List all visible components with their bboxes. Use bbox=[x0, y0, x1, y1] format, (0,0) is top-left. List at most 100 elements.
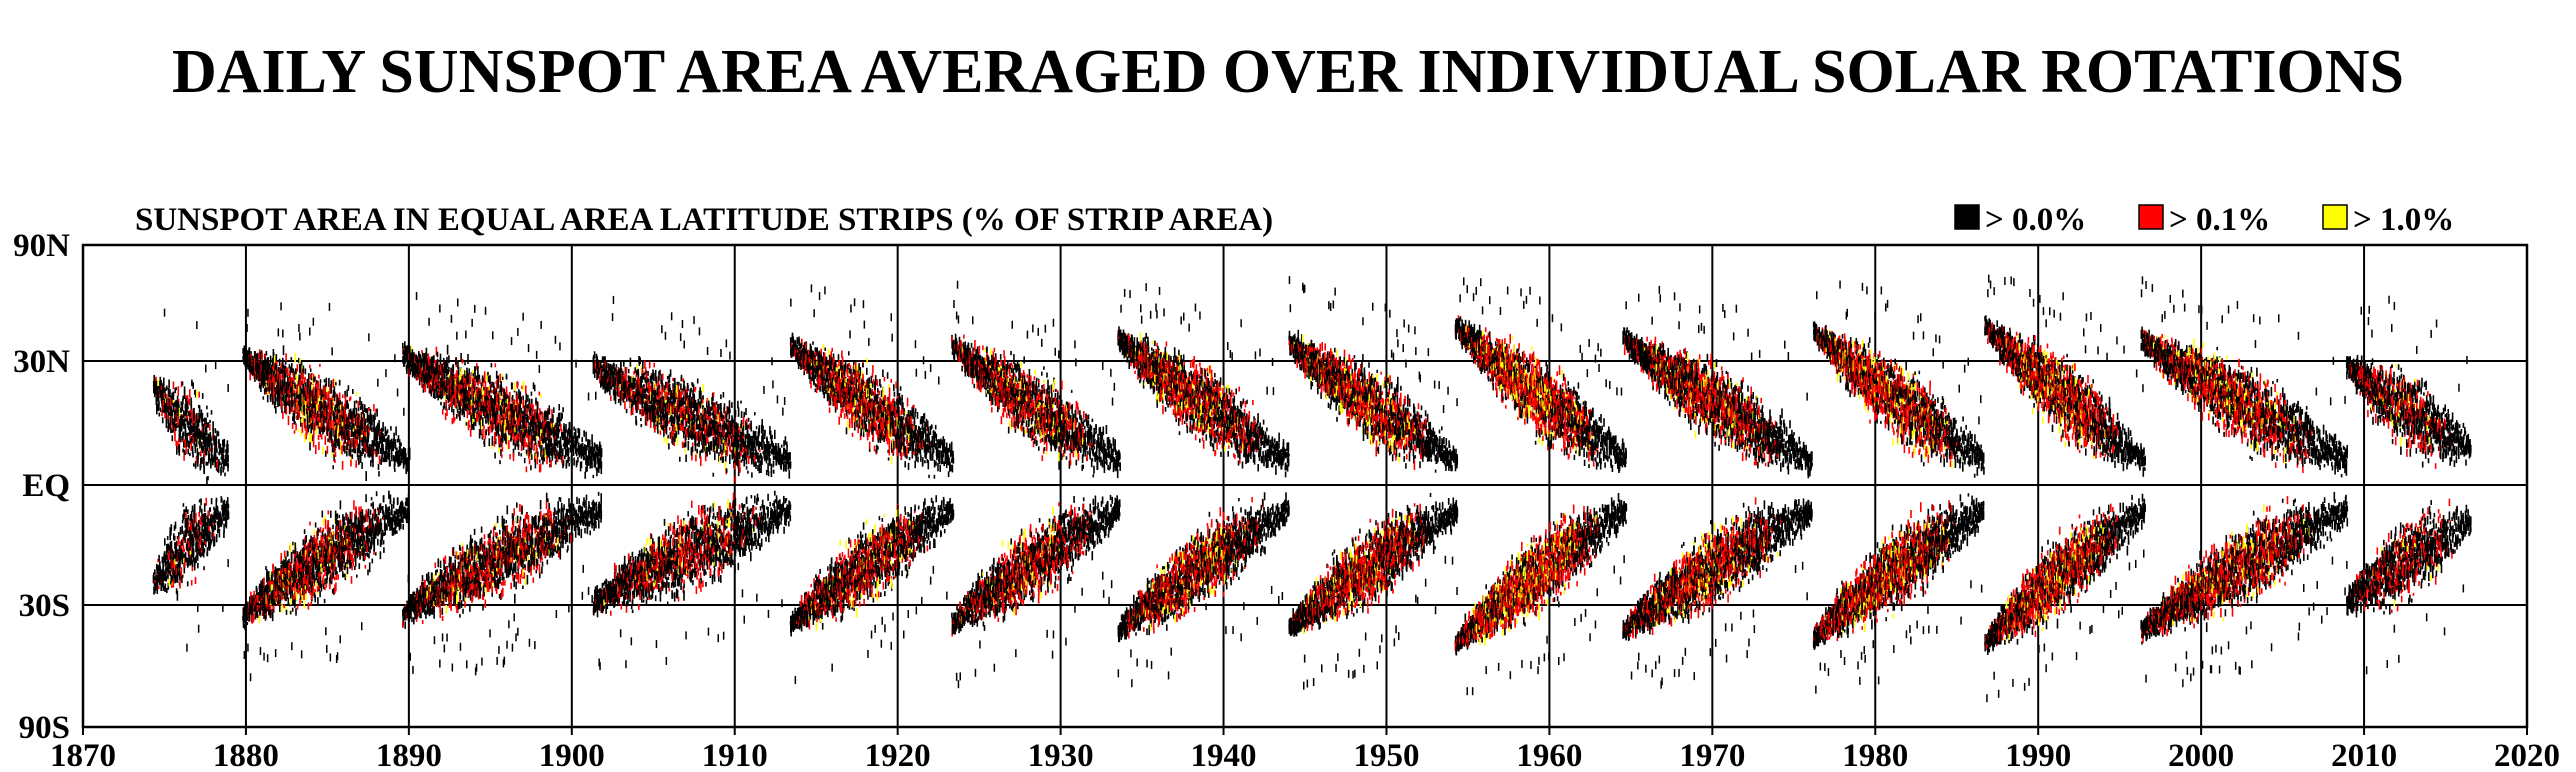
spot-mark bbox=[187, 581, 189, 586]
spot-mark bbox=[196, 522, 198, 530]
spot-mark bbox=[197, 460, 199, 463]
spot-mark bbox=[197, 604, 199, 612]
spot-mark bbox=[201, 432, 203, 440]
spot-mark bbox=[192, 506, 194, 512]
spot-mark bbox=[198, 392, 200, 398]
spot-mark bbox=[173, 568, 175, 577]
spot-mark bbox=[188, 399, 190, 406]
spot-mark bbox=[165, 584, 167, 590]
spot-mark bbox=[194, 557, 196, 563]
spot-mark bbox=[174, 536, 176, 540]
spot-mark bbox=[158, 395, 160, 399]
spot-mark bbox=[166, 419, 168, 428]
spot-mark bbox=[168, 380, 170, 389]
spot-mark bbox=[198, 625, 200, 633]
spot-mark bbox=[160, 408, 162, 413]
spot-mark bbox=[166, 544, 168, 550]
spot-mark bbox=[210, 432, 212, 437]
spot-mark bbox=[195, 513, 197, 523]
spot-mark bbox=[188, 433, 190, 436]
spot-mark bbox=[199, 499, 201, 502]
spot-mark bbox=[193, 412, 195, 421]
spot-mark bbox=[199, 429, 201, 438]
legend-label: > 0.0% bbox=[1985, 202, 2086, 238]
spot-mark bbox=[178, 439, 180, 443]
spot-mark bbox=[196, 543, 198, 549]
spot-mark bbox=[206, 428, 208, 435]
spot-mark bbox=[198, 520, 200, 527]
spot-mark bbox=[196, 321, 198, 329]
spot-mark bbox=[199, 541, 201, 548]
spot-mark bbox=[211, 443, 213, 453]
spot-mark bbox=[182, 396, 184, 400]
spot-mark bbox=[197, 448, 199, 457]
spot-mark bbox=[166, 576, 168, 581]
spot-mark bbox=[166, 588, 168, 593]
spot-mark bbox=[188, 524, 190, 530]
legend-swatch bbox=[2323, 205, 2347, 229]
spot-mark bbox=[181, 567, 183, 572]
spot-mark bbox=[154, 569, 156, 574]
spot-mark bbox=[195, 577, 197, 584]
spot-mark bbox=[164, 538, 166, 545]
spot-mark bbox=[200, 465, 202, 468]
spot-mark bbox=[174, 422, 176, 428]
spot-mark bbox=[198, 452, 200, 455]
chart-title: DAILY SUNSPOT AREA AVERAGED OVER INDIVID… bbox=[172, 38, 2404, 106]
spot-mark bbox=[199, 440, 201, 449]
spot-mark bbox=[155, 584, 157, 591]
spot-mark bbox=[203, 426, 205, 431]
spot-mark bbox=[189, 389, 191, 398]
spot-mark bbox=[168, 579, 170, 587]
spot-mark bbox=[178, 386, 180, 396]
spot-mark bbox=[172, 580, 174, 588]
spot-mark bbox=[172, 435, 174, 441]
spot-mark bbox=[183, 555, 185, 558]
spot-mark bbox=[209, 507, 211, 512]
spot-mark bbox=[166, 386, 168, 390]
spot-mark bbox=[185, 430, 187, 435]
spot-mark bbox=[156, 581, 158, 589]
spot-mark bbox=[191, 511, 193, 520]
spot-mark bbox=[194, 434, 196, 441]
spot-mark bbox=[195, 422, 197, 429]
spot-mark bbox=[173, 381, 175, 389]
spot-mark bbox=[192, 452, 194, 457]
spot-mark bbox=[196, 439, 198, 447]
spot-mark bbox=[211, 540, 213, 544]
spot-mark bbox=[209, 420, 211, 423]
spot-mark bbox=[199, 405, 201, 412]
spot-mark bbox=[191, 580, 193, 586]
spot-mark bbox=[158, 402, 160, 410]
spot-mark bbox=[174, 542, 176, 549]
spot-mark bbox=[203, 566, 205, 570]
spot-mark bbox=[177, 574, 179, 583]
spot-mark bbox=[201, 509, 203, 514]
spot-mark bbox=[189, 428, 191, 431]
spot-mark bbox=[187, 449, 189, 455]
spot-mark bbox=[200, 498, 202, 505]
spot-mark bbox=[209, 453, 211, 460]
spot-mark bbox=[191, 560, 193, 564]
spot-mark bbox=[188, 441, 190, 448]
spot-mark bbox=[196, 390, 198, 398]
spot-mark bbox=[209, 544, 211, 549]
spot-mark bbox=[210, 515, 212, 524]
spot-mark bbox=[167, 536, 169, 540]
spot-mark bbox=[175, 387, 177, 390]
spot-mark bbox=[200, 516, 202, 523]
spot-mark bbox=[180, 436, 182, 442]
spot-mark bbox=[170, 399, 172, 408]
spot-mark bbox=[168, 545, 170, 550]
spot-mark bbox=[185, 419, 187, 422]
spot-mark bbox=[198, 512, 200, 517]
spot-mark bbox=[183, 549, 185, 552]
sunspot-butterfly-chart: DAILY SUNSPOT AREA AVERAGED OVER INDIVID… bbox=[0, 0, 2576, 772]
spot-mark bbox=[205, 418, 207, 424]
spot-mark bbox=[179, 451, 181, 455]
spot-mark bbox=[188, 520, 190, 524]
spot-mark bbox=[163, 586, 165, 591]
legend-swatch bbox=[1955, 205, 1979, 229]
spot-mark bbox=[193, 550, 195, 556]
chart-subtitle: SUNSPOT AREA IN EQUAL AREA LATITUDE STRI… bbox=[135, 202, 1273, 238]
